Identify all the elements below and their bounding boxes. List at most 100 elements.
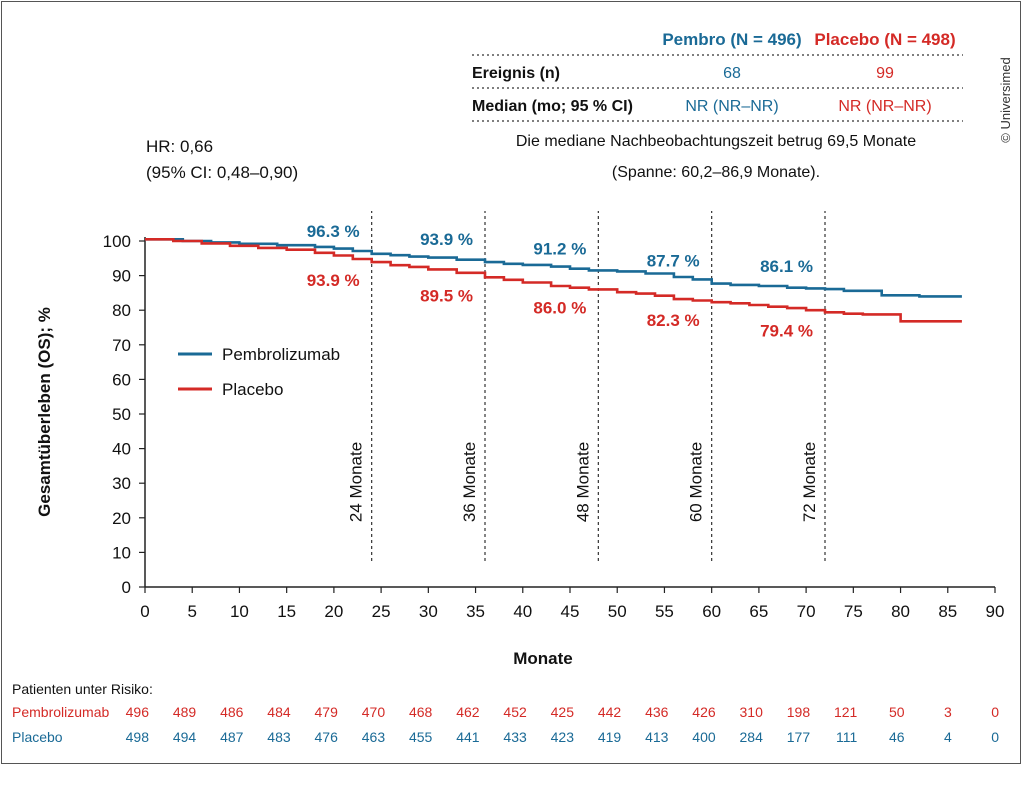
at-risk-value: 426 — [692, 704, 716, 720]
followup-range: (Spanne: 60,2–86,9 Monate). — [612, 164, 820, 181]
hazard-ratio-ci: (95% CI: 0,48–0,90) — [146, 163, 298, 182]
legend: Pembrolizumab Placebo — [178, 345, 340, 399]
milestone-value-placebo: 79.4 % — [760, 321, 813, 340]
at-risk-value: 494 — [173, 729, 197, 745]
at-risk-value: 441 — [456, 729, 480, 745]
at-risk-value: 442 — [598, 704, 622, 720]
at-risk-value: 419 — [598, 729, 622, 745]
at-risk-value: 487 — [220, 729, 244, 745]
milestone-label: 24 Monate — [347, 442, 366, 522]
milestone-value-pembro: 86.1 % — [760, 257, 813, 276]
x-tick-label: 0 — [140, 602, 149, 621]
y-tick-label: 10 — [112, 543, 131, 562]
hazard-ratio: HR: 0,66 — [146, 137, 213, 156]
milestone-label: 48 Monate — [573, 442, 592, 522]
y-tick-label: 70 — [112, 336, 131, 355]
x-tick-label: 30 — [419, 602, 438, 621]
series-line-placebo — [145, 238, 962, 323]
at-risk-value: 111 — [836, 729, 857, 745]
y-tick-label: 100 — [103, 232, 131, 251]
at-risk-value: 470 — [362, 704, 386, 720]
milestone-value-placebo: 93.9 % — [307, 271, 360, 290]
copyright-text: © Universimed — [998, 57, 1013, 142]
at-risk-value: 483 — [267, 729, 291, 745]
followup-note: Die mediane Nachbeobachtungszeit betrug … — [516, 133, 916, 150]
legend-label-placebo: Placebo — [222, 380, 283, 399]
y-tick-label: 80 — [112, 301, 131, 320]
at-risk-value: 425 — [551, 704, 575, 720]
table-cell-placebo: NR (NR–NR) — [838, 98, 931, 115]
x-tick-label: 40 — [513, 602, 532, 621]
figure-frame — [1, 1, 1021, 764]
at-risk-value: 433 — [503, 729, 527, 745]
at-risk-value: 3 — [944, 704, 952, 720]
table-row-label: Ereignis (n) — [472, 65, 560, 82]
x-tick-label: 25 — [372, 602, 391, 621]
at-risk-value: 4 — [944, 729, 952, 745]
at-risk-value: 463 — [362, 729, 386, 745]
y-tick-label: 90 — [112, 267, 131, 286]
table-header-placebo: Placebo (N = 498) — [814, 30, 955, 49]
at-risk-value: 462 — [456, 704, 480, 720]
at-risk-value: 400 — [692, 729, 716, 745]
milestone-label: 72 Monate — [800, 442, 819, 522]
at-risk-value: 0 — [991, 704, 999, 720]
at-risk-value: 498 — [126, 729, 150, 745]
at-risk-value: 479 — [315, 704, 339, 720]
x-tick-label: 65 — [749, 602, 768, 621]
milestone-value-pembro: 91.2 % — [533, 239, 586, 258]
table-cell-pembro: NR (NR–NR) — [685, 98, 778, 115]
x-axis-title: Monate — [513, 649, 573, 668]
at-risk-row-label: Pembrolizumab — [12, 704, 109, 720]
at-risk-value: 423 — [551, 729, 575, 745]
table-row-label: Median (mo; 95 % CI) — [472, 98, 633, 115]
at-risk-value: 496 — [126, 704, 150, 720]
at-risk-value: 121 — [834, 704, 858, 720]
milestone-label: 60 Monate — [687, 442, 706, 522]
x-tick-label: 45 — [561, 602, 580, 621]
milestone-value-placebo: 89.5 % — [420, 286, 473, 305]
at-risk-value: 476 — [315, 729, 339, 745]
series-line-pembrolizumab — [145, 238, 962, 298]
x-tick-label: 90 — [986, 602, 1005, 621]
milestone-value-placebo: 82.3 % — [647, 311, 700, 330]
milestone-value-pembro: 96.3 % — [307, 222, 360, 241]
y-tick-label: 0 — [122, 578, 131, 597]
x-tick-label: 60 — [702, 602, 721, 621]
milestone-value-placebo: 86.0 % — [533, 298, 586, 317]
x-tick-label: 75 — [844, 602, 863, 621]
x-tick-label: 85 — [938, 602, 957, 621]
y-tick-label: 40 — [112, 440, 131, 459]
at-risk-value: 484 — [267, 704, 291, 720]
x-tick-label: 5 — [187, 602, 196, 621]
at-risk-value: 436 — [645, 704, 669, 720]
at-risk-value: 284 — [740, 729, 764, 745]
y-tick-label: 60 — [112, 370, 131, 389]
y-tick-label: 50 — [112, 405, 131, 424]
table-header-pembro: Pembro (N = 496) — [662, 30, 801, 49]
table-cell-pembro: 68 — [723, 65, 741, 82]
at-risk-value: 455 — [409, 729, 433, 745]
x-tick-label: 70 — [797, 602, 816, 621]
table-cell-placebo: 99 — [876, 65, 894, 82]
at-risk-value: 0 — [991, 729, 999, 745]
at-risk-value: 413 — [645, 729, 669, 745]
x-tick-label: 15 — [277, 602, 296, 621]
y-tick-label: 20 — [112, 509, 131, 528]
x-tick-label: 55 — [655, 602, 674, 621]
at-risk-value: 177 — [787, 729, 811, 745]
at-risk-value: 46 — [889, 729, 905, 745]
at-risk-value: 198 — [787, 704, 811, 720]
y-tick-label: 30 — [112, 474, 131, 493]
at-risk-title: Patienten unter Risiko: — [12, 681, 153, 697]
x-tick-label: 20 — [324, 602, 343, 621]
at-risk-value: 310 — [740, 704, 764, 720]
legend-label-pembrolizumab: Pembrolizumab — [222, 345, 340, 364]
x-tick-label: 80 — [891, 602, 910, 621]
milestone-label: 36 Monate — [460, 442, 479, 522]
at-risk-value: 486 — [220, 704, 244, 720]
at-risk-row-label: Placebo — [12, 729, 63, 745]
milestone-value-pembro: 93.9 % — [420, 230, 473, 249]
